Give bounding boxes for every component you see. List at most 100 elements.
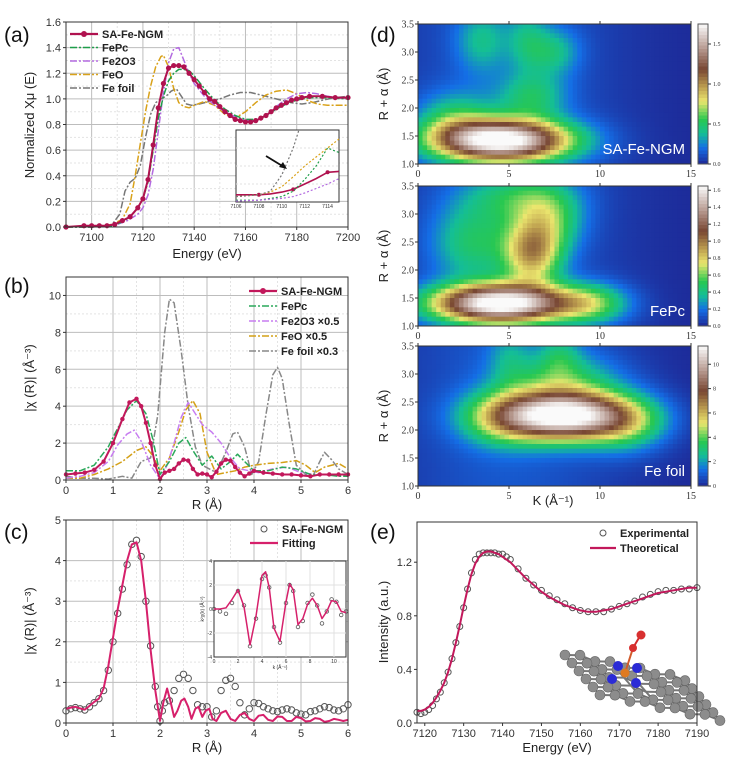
heatmap-cell: [545, 316, 551, 322]
heatmap-cell: [677, 242, 683, 248]
heatmap-cell: [563, 112, 569, 118]
heatmap-cell: [463, 420, 469, 426]
heatmap-cell: [440, 131, 446, 137]
heatmap-cell: [486, 383, 492, 389]
heatmap-cell: [645, 136, 651, 142]
heatmap-cell: [586, 84, 592, 90]
heatmap-cell: [622, 298, 628, 304]
heatmap-cell: [495, 209, 501, 215]
heatmap-cell: [686, 75, 692, 81]
heatmap-cell: [440, 108, 446, 114]
heatmap-cell: [686, 131, 692, 137]
heatmap-cell: [431, 298, 437, 304]
heatmap-cell: [631, 61, 637, 67]
heatmap-cell: [499, 458, 505, 464]
heatmap-cell: [572, 38, 578, 44]
heatmap-cell: [431, 136, 437, 142]
heatmap-cell: [518, 350, 524, 356]
heatmap-cell: [668, 204, 674, 210]
heatmap-cell: [631, 112, 637, 118]
heatmap-cell: [636, 265, 642, 271]
heatmap-cell: [563, 279, 569, 285]
heatmap-cell: [518, 94, 524, 100]
heatmap-cell: [618, 42, 624, 48]
heatmap-cell: [422, 439, 428, 445]
heatmap-cell: [540, 274, 546, 280]
heatmap-cell: [449, 94, 455, 100]
heatmap-cell: [545, 47, 551, 53]
colorbar-segment: [698, 150, 708, 154]
heatmap-cell: [595, 256, 601, 262]
heatmap-cell: [449, 112, 455, 118]
heatmap-cell: [454, 145, 460, 151]
heatmap-cell: [640, 98, 646, 104]
heatmap-cell: [609, 42, 615, 48]
heatmap-cell: [504, 256, 510, 262]
heatmap-cell: [449, 38, 455, 44]
heatmap-cell: [509, 392, 514, 398]
heatmap-cell: [422, 204, 428, 210]
heatmap-cell: [458, 154, 464, 160]
legend-entry-fe-foil-0-3: Fe foil ×0.3: [281, 346, 338, 358]
heatmap-cell: [431, 444, 437, 450]
heatmap-cell: [449, 383, 455, 389]
heatmap-cell: [636, 42, 642, 48]
heatmap-cell: [590, 190, 596, 196]
heatmap-cell: [522, 284, 528, 290]
heatmap-cell: [536, 186, 542, 192]
heatmap-cell: [513, 66, 519, 72]
heatmap-cell: [581, 66, 587, 72]
heatmap-cell: [627, 94, 633, 100]
heatmap-cell: [568, 218, 574, 224]
heatmap-cell: [659, 218, 665, 224]
heatmap-cell: [504, 84, 510, 90]
heatmap-cell: [440, 214, 446, 220]
heatmap-cell: [577, 24, 583, 30]
heatmap-cell: [458, 420, 464, 426]
heatmap-cell: [586, 260, 592, 266]
heatmap-cell: [468, 52, 473, 58]
heatmap-cell: [663, 98, 669, 104]
heatmap-cell: [540, 204, 546, 210]
heatmap-cell: [513, 411, 519, 417]
heatmap-cell: [513, 154, 519, 160]
heatmap-cell: [650, 145, 655, 151]
heatmap-cell: [540, 33, 546, 39]
heatmap-cell: [640, 312, 646, 318]
heatmap-cell: [445, 140, 451, 146]
heatmap-cell: [563, 186, 569, 192]
heatmap-cell: [663, 42, 669, 48]
colorbar-segment: [698, 41, 708, 46]
heatmap-cell: [572, 200, 578, 206]
heatmap-cell: [554, 24, 560, 30]
heatmap-cell: [545, 98, 551, 104]
x-tick-label: 4: [251, 728, 257, 740]
heatmap-cell: [613, 260, 619, 266]
y-tick-label: 1.4: [46, 43, 61, 55]
heatmap-cell: [527, 131, 533, 137]
heatmap-cell: [463, 232, 469, 238]
heatmap-cell: [663, 223, 669, 229]
heatmap-cell: [495, 350, 501, 356]
heatmap-cell: [549, 154, 555, 160]
heatmap-cell: [431, 397, 437, 403]
heatmap-cell: [504, 131, 510, 137]
heatmap-cell: [554, 223, 560, 229]
heatmap-cell: [663, 195, 669, 201]
heatmap-cell: [654, 204, 660, 210]
data-point: [226, 674, 235, 683]
heatmap-cell: [499, 260, 505, 266]
heatmap-cell: [545, 256, 551, 262]
heatmap-cell: [513, 260, 519, 266]
heatmap-cell: [445, 251, 451, 257]
heatmap-cell: [577, 140, 583, 146]
heatmap-cell: [509, 321, 514, 327]
heatmap-cell: [422, 42, 428, 48]
heatmap-cell: [495, 200, 501, 206]
heatmap-cell: [458, 24, 464, 30]
heatmap-cell: [427, 246, 433, 252]
heatmap-cell: [486, 66, 492, 72]
heatmap-cell: [668, 28, 674, 34]
heatmap-cell: [559, 94, 564, 100]
heatmap-cell: [609, 154, 615, 160]
